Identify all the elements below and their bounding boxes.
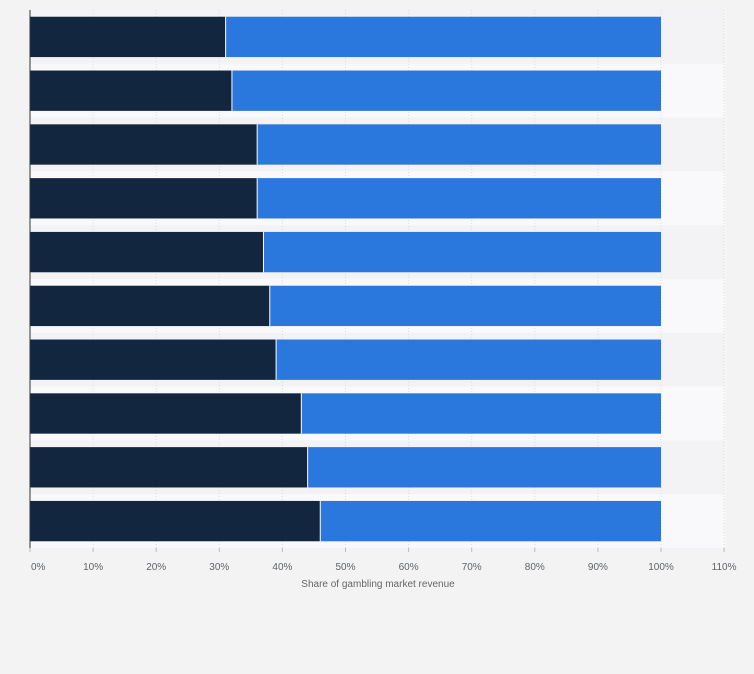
bar-segment-dark <box>30 447 308 488</box>
bar-segment-dark <box>30 339 277 380</box>
bar-segment-dark <box>30 70 232 111</box>
x-tick-label: 70% <box>462 562 482 573</box>
bar-segment-dark <box>30 500 321 542</box>
bars <box>30 16 662 542</box>
bar-segment-blue <box>301 393 661 434</box>
bar-segment-dark <box>30 285 270 327</box>
bar-segment-blue <box>269 285 661 327</box>
x-tick-label: 110% <box>712 562 737 573</box>
x-tick-label: 100% <box>648 562 674 573</box>
x-tick-label: 10% <box>83 562 103 573</box>
bar-segment-blue <box>231 70 662 111</box>
bar-segment-blue <box>257 124 661 165</box>
x-tick-label: 30% <box>209 562 229 573</box>
bar-segment-blue <box>276 339 661 380</box>
bar-segment-blue <box>320 500 661 542</box>
x-axis-title: Share of gambling market revenue <box>301 579 455 590</box>
bar-segment-blue <box>225 16 662 58</box>
x-tick-label: 90% <box>588 562 608 573</box>
x-tick-label: 40% <box>272 562 292 573</box>
x-tick-label: 80% <box>525 562 545 573</box>
bar-segment-dark <box>30 393 302 434</box>
bar-segment-dark <box>30 178 258 219</box>
bar-segment-dark <box>30 124 258 165</box>
x-tick-labels: 0% 10% 20% 30% 40% 50% 60% 70% 80% 90% 100% 110% <box>29 548 737 573</box>
x-tick-label: 60% <box>399 562 419 573</box>
bar-segment-blue <box>263 231 661 273</box>
bar-segment-dark <box>30 231 264 273</box>
bar-segment-dark <box>30 16 226 58</box>
x-tick-label: 50% <box>335 562 355 573</box>
bar-segment-blue <box>257 178 661 219</box>
x-tick-label: 20% <box>146 562 166 573</box>
x-tick-label: 0% <box>31 562 46 573</box>
bar-segment-blue <box>307 447 661 488</box>
